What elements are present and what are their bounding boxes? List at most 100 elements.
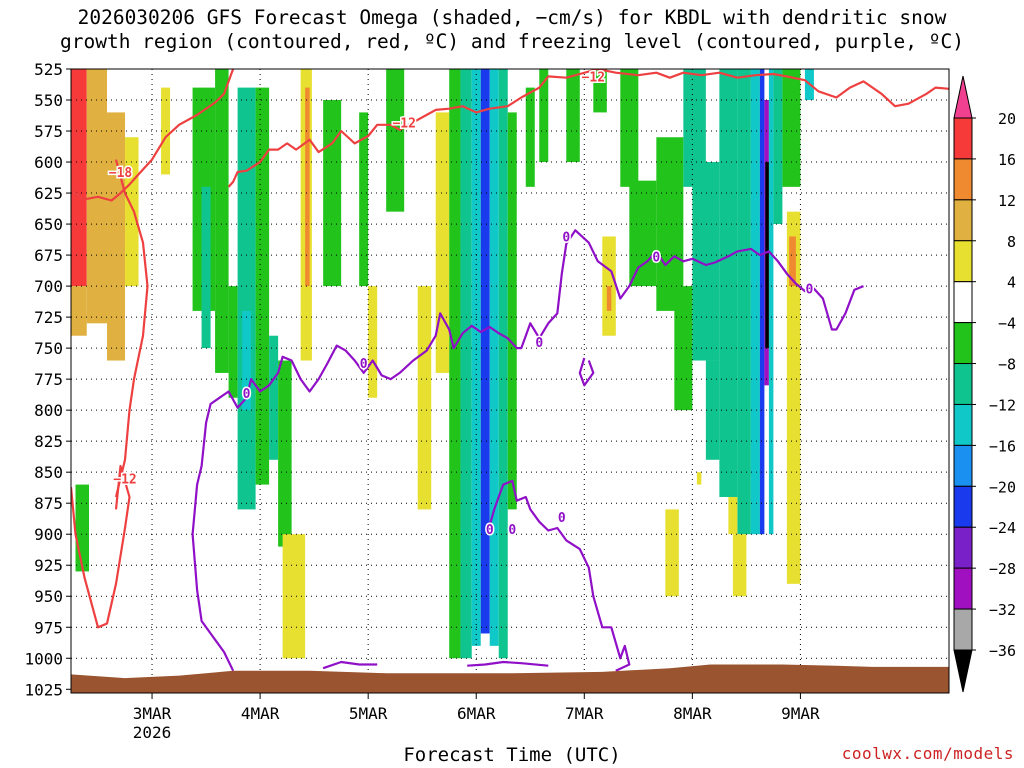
y-tick-label: 625 xyxy=(34,184,63,203)
colorbar-swatch xyxy=(953,363,973,405)
colorbar-swatch xyxy=(953,526,973,569)
colorbar-label: 8 xyxy=(1007,233,1016,251)
title-line-2: growth region (contoured, red, ºC) and f… xyxy=(60,30,964,53)
colorbar-top-arrow xyxy=(953,75,973,119)
omega-cell xyxy=(386,69,405,212)
contour-label: 0 xyxy=(562,230,570,245)
contour-line xyxy=(227,69,599,188)
colorbar-label: −32 xyxy=(989,601,1016,619)
x-tick-label: 5MAR xyxy=(349,704,388,723)
omega-cell xyxy=(539,69,549,163)
contour-line xyxy=(578,357,595,387)
omega-cell xyxy=(305,87,310,287)
omega-cell xyxy=(237,87,256,510)
y-tick-label: 675 xyxy=(34,246,63,265)
omega-cell xyxy=(606,286,612,311)
x-tick-label: 9MAR xyxy=(781,704,820,723)
colorbar-swatch xyxy=(953,158,973,201)
y-tick-label: 600 xyxy=(34,153,63,172)
omega-cell xyxy=(674,286,693,411)
omega-cell xyxy=(737,69,751,535)
omega-cell xyxy=(789,236,796,287)
colorbar-label: 20 xyxy=(998,110,1016,128)
chart-title: 2026030206 GFS Forecast Omega (shaded, −… xyxy=(0,6,1024,54)
omega-cell xyxy=(242,310,252,411)
omega-cell xyxy=(665,509,679,597)
x-tick-label: 3MAR xyxy=(133,704,172,723)
contour-line xyxy=(488,479,631,672)
colorbar-swatch xyxy=(953,322,973,365)
omega-cell xyxy=(629,180,657,287)
omega-cell xyxy=(593,69,607,113)
contour-label: −12 xyxy=(582,70,605,85)
omega-cell xyxy=(489,69,499,646)
omega-cell xyxy=(728,496,738,535)
y-tick-label: 700 xyxy=(34,277,63,296)
contour-label: 0 xyxy=(360,357,368,372)
plot-frame xyxy=(70,68,950,694)
omega-cell xyxy=(656,137,684,311)
omega-cell xyxy=(460,69,472,659)
colorbar-label: −16 xyxy=(989,437,1016,455)
colorbar-label: −4 xyxy=(998,315,1016,333)
y-tick-label: 1000 xyxy=(24,649,63,668)
y-tick-label: 550 xyxy=(34,91,63,110)
y-tick-label: 950 xyxy=(34,587,63,606)
omega-cell xyxy=(620,69,639,187)
x-tick-label: 4MAR xyxy=(241,704,280,723)
omega-cell xyxy=(368,286,378,398)
contour-label: 0 xyxy=(243,387,251,402)
contour-label: −12 xyxy=(392,116,415,131)
omega-cell xyxy=(719,69,738,497)
colorbar-label: −8 xyxy=(998,356,1016,374)
omega-cell xyxy=(566,69,580,163)
omega-cell xyxy=(696,472,702,485)
contour-line xyxy=(191,229,864,672)
colorbar-swatch xyxy=(953,403,973,446)
colorbar-swatch xyxy=(953,485,973,528)
y-tick-label: 850 xyxy=(34,463,63,482)
credit-text: coolwx.com/models xyxy=(841,744,1014,763)
y-tick-label: 775 xyxy=(34,370,63,389)
y-tick-label: 750 xyxy=(34,339,63,358)
x-year-label: 2026 xyxy=(133,723,172,742)
y-tick-label: 975 xyxy=(34,618,63,637)
omega-cell xyxy=(768,69,774,535)
y-tick-label: 1025 xyxy=(24,680,63,699)
contour-label: 0 xyxy=(558,511,566,526)
omega-cell xyxy=(161,87,171,175)
x-tick-label: 7MAR xyxy=(565,704,604,723)
terrain-fill xyxy=(71,664,949,693)
x-tick-label: 8MAR xyxy=(673,704,712,723)
colorbar-label: −12 xyxy=(989,396,1016,414)
colorbar-label: −20 xyxy=(989,478,1016,496)
colorbar-swatch xyxy=(953,199,973,242)
contour-line xyxy=(322,660,378,670)
y-tick-label: 575 xyxy=(34,122,63,141)
omega-cell xyxy=(71,286,87,336)
omega-cell xyxy=(759,69,765,535)
y-tick-label: 725 xyxy=(34,308,63,327)
omega-cell xyxy=(765,162,769,349)
omega-cell xyxy=(773,69,783,225)
omega-cell xyxy=(449,69,461,659)
contour-line xyxy=(114,159,149,498)
y-tick-label: 925 xyxy=(34,556,63,575)
y-tick-label: 650 xyxy=(34,215,63,234)
contour-label: 0 xyxy=(508,523,516,538)
y-tick-label: 875 xyxy=(34,494,63,513)
omega-cell xyxy=(125,137,139,287)
omega-cell xyxy=(75,484,90,572)
omega-cell xyxy=(782,69,801,187)
omega-cell xyxy=(359,112,369,287)
omega-cell xyxy=(201,186,211,349)
colorbar-swatch xyxy=(953,444,973,487)
omega-cell xyxy=(107,112,126,361)
colorbar-swatch xyxy=(953,117,973,160)
y-tick-label: 900 xyxy=(34,525,63,544)
omega-cell xyxy=(750,69,760,535)
contour-label: −18 xyxy=(109,166,133,181)
title-line-1: 2026030206 GFS Forecast Omega (shaded, −… xyxy=(77,6,947,29)
contour-label: 0 xyxy=(535,336,543,351)
